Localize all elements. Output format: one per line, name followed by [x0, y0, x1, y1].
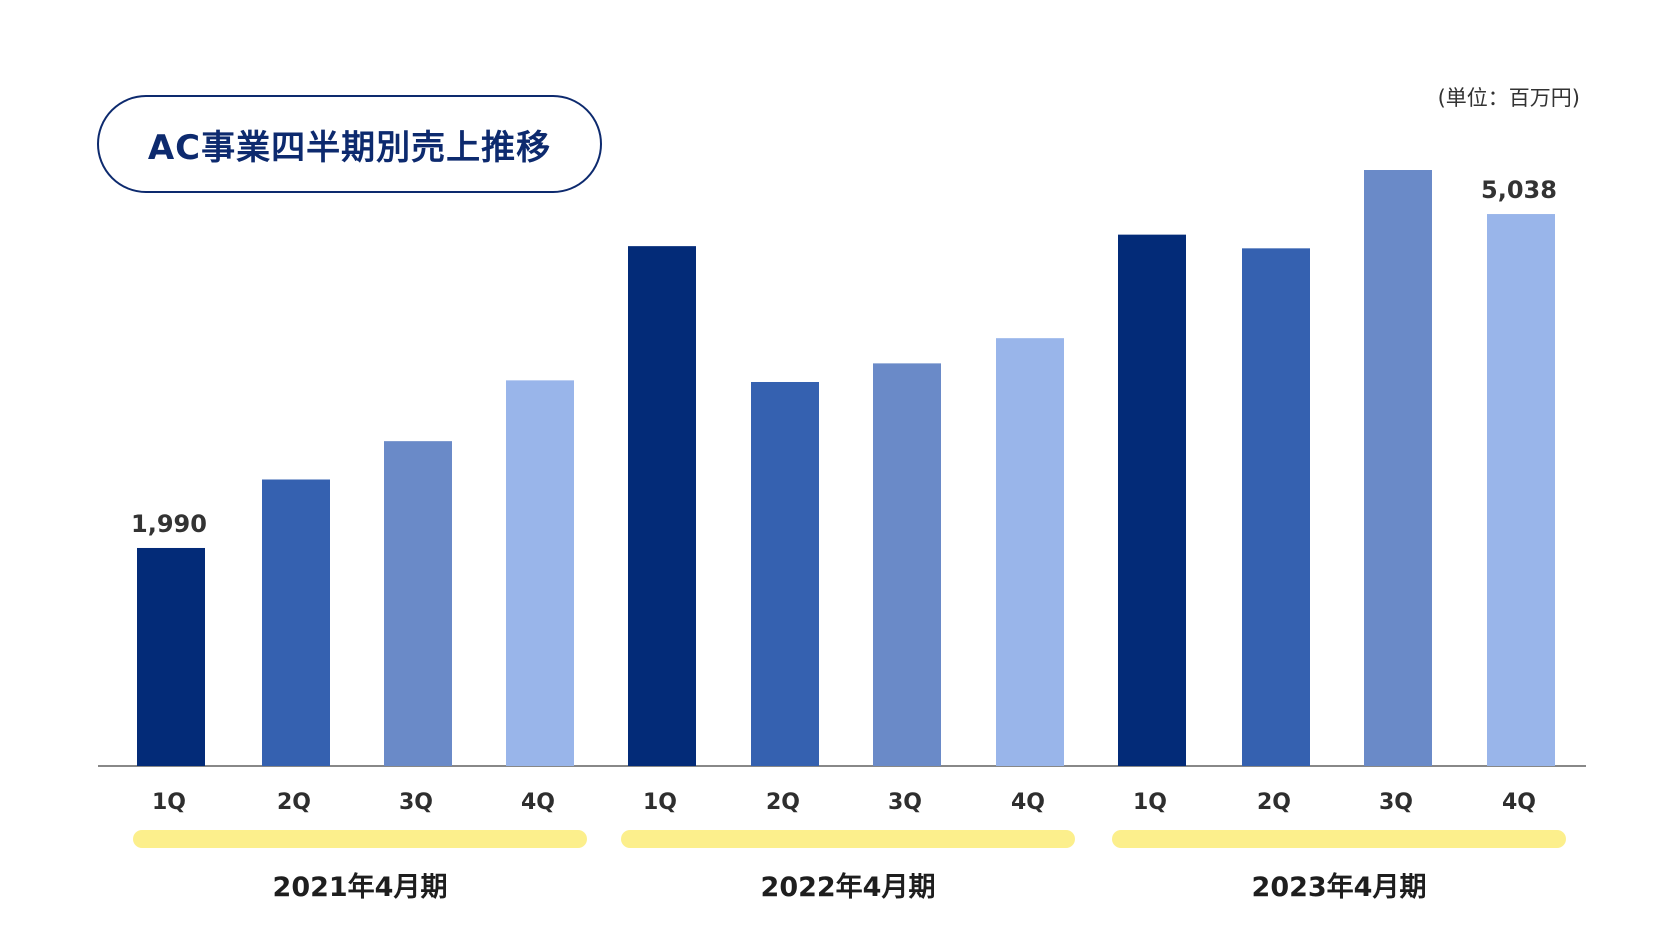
group-label: 2021年4月期 [273, 871, 448, 903]
x-tick-label: 2Q [277, 790, 311, 815]
x-tick-label: 4Q [521, 790, 555, 815]
bar-3-3q [1364, 170, 1432, 766]
unit-label: (単位：百万円) [1437, 86, 1580, 110]
bar-1-1q [137, 547, 205, 766]
group-bracket-bar [621, 830, 1075, 848]
bar-1-4q [506, 380, 574, 766]
data-label: 1,990 [131, 510, 207, 538]
bar-3-4q [1487, 214, 1555, 766]
x-tick-label: 3Q [888, 790, 922, 815]
group-label: 2022年4月期 [761, 871, 936, 903]
group-label: 2023年4月期 [1252, 871, 1427, 903]
bar-1-3q [384, 441, 452, 766]
x-tick-label: 3Q [1379, 790, 1413, 815]
bar-3-2q [1242, 248, 1310, 766]
bar-2-3q [873, 363, 941, 766]
bar-2-1q [628, 246, 696, 767]
bar-3-1q [1118, 234, 1186, 766]
group-bracket-bar [1112, 830, 1566, 848]
x-tick-label: 3Q [399, 790, 433, 815]
bar-1-2q [262, 479, 330, 766]
x-tick-label: 1Q [643, 790, 677, 815]
x-tick-label: 4Q [1502, 790, 1536, 815]
x-tick-label: 2Q [1257, 790, 1291, 815]
x-tick-label: 4Q [1011, 790, 1045, 815]
data-label: 5,038 [1481, 176, 1557, 204]
x-tick-label: 1Q [1133, 790, 1167, 815]
bar-2-2q [751, 381, 819, 766]
x-tick-label: 2Q [766, 790, 800, 815]
x-tick-label: 1Q [152, 790, 186, 815]
group-bracket-bar [133, 830, 587, 848]
bar-2-4q [996, 338, 1064, 766]
chart-title: AC事業四半期別売上推移 [97, 95, 602, 193]
